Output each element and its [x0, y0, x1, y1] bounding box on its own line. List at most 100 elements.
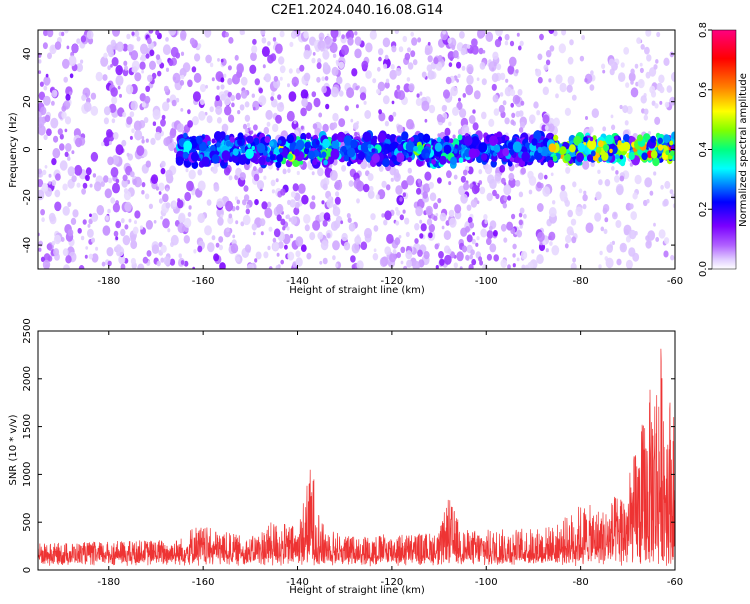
- spectrogram-noise-blob: [434, 243, 439, 250]
- spectrogram-noise-blob: [216, 117, 222, 124]
- spectrogram-noise-blob: [618, 72, 626, 82]
- spectrogram-signal-blob: [564, 153, 571, 162]
- spectrogram-noise-blob: [51, 158, 57, 166]
- spectrogram-noise-blob: [538, 77, 542, 82]
- spectrogram-noise-blob: [145, 138, 149, 143]
- spectrogram-noise-blob: [439, 212, 447, 222]
- spectrogram-signal-blob: [417, 144, 424, 152]
- spectrogram-signal-blob: [450, 156, 458, 165]
- spectrogram-noise-blob: [572, 181, 577, 188]
- spectrogram-noise-blob: [372, 253, 379, 261]
- spectrogram-noise-blob: [389, 69, 398, 80]
- spectrogram-signal-blob: [331, 139, 340, 150]
- spectrogram-noise-blob: [299, 64, 305, 72]
- spectrogram-noise-blob: [503, 195, 508, 202]
- spectrogram-noise-blob: [360, 241, 368, 250]
- spectrogram-noise-blob: [136, 145, 145, 157]
- spectrogram-noise-blob: [396, 124, 404, 134]
- spectrogram-signal-blob: [478, 142, 488, 153]
- spectrogram-noise-blob: [385, 184, 391, 191]
- spectrogram-noise-blob: [555, 74, 563, 84]
- spectrogram-noise-blob: [110, 197, 116, 204]
- spectrogram-noise-blob: [459, 108, 467, 118]
- spectrogram-noise-blob: [38, 168, 43, 175]
- spectrogram-noise-blob: [359, 92, 367, 101]
- spectrogram-noise-blob: [419, 219, 423, 224]
- spectrogram-signal-blob: [671, 131, 675, 140]
- spectrogram-signal-blob: [321, 151, 327, 158]
- spectrogram-noise-blob: [416, 187, 422, 195]
- spectrogram-noise-blob: [472, 109, 476, 114]
- x-tick-label: -100: [475, 577, 498, 588]
- spectrogram-noise-blob: [204, 30, 212, 38]
- spectrogram-noise-blob: [639, 67, 644, 74]
- spectrogram-noise-blob: [180, 108, 184, 112]
- spectrogram-noise-blob: [262, 64, 266, 69]
- spectrogram-signal-blob: [623, 134, 630, 143]
- spectrogram-noise-blob: [260, 231, 264, 236]
- spectrogram-noise-blob: [435, 61, 443, 71]
- spectrogram-noise-blob: [244, 114, 251, 122]
- spectrogram-noise-blob: [473, 90, 481, 100]
- spectrogram-noise-blob: [516, 229, 523, 238]
- spectrogram-noise-blob: [141, 190, 145, 195]
- spectrogram-noise-blob: [111, 96, 118, 105]
- spectrogram-noise-blob: [645, 235, 650, 241]
- spectrogram-noise-blob: [394, 237, 401, 246]
- spectrogram-noise-blob: [124, 65, 128, 71]
- spectrogram-signal-blob: [183, 140, 193, 152]
- spectrogram-signal-blob: [524, 142, 531, 149]
- spectrogram-noise-blob: [213, 184, 220, 192]
- spectrogram-signal-blob: [443, 144, 452, 155]
- spectrogram-noise-blob: [182, 62, 191, 73]
- spectrogram-noise-blob: [273, 75, 279, 82]
- spectrogram-noise-blob: [51, 89, 58, 98]
- spectrogram-noise-blob: [303, 72, 311, 82]
- x-tick-label: -120: [381, 577, 404, 588]
- spectrogram-noise-blob: [481, 111, 487, 120]
- spectrogram-signal-blob: [590, 150, 596, 157]
- spectrogram-noise-blob: [227, 78, 233, 85]
- spectrogram-noise-blob: [636, 37, 642, 44]
- spectrogram-noise-blob: [115, 236, 119, 241]
- spectrogram-noise-blob: [279, 76, 283, 81]
- spectrogram-noise-blob: [198, 110, 206, 121]
- spectrogram-noise-blob: [484, 219, 488, 224]
- spectrogram-signal-blob: [657, 144, 664, 151]
- spectrogram-noise-blob: [124, 201, 132, 212]
- x-tick-label: -140: [286, 276, 309, 287]
- x-tick-label: -180: [97, 577, 120, 588]
- spectrogram-noise-blob: [316, 76, 321, 83]
- spectrogram-noise-blob: [220, 77, 225, 83]
- spectrogram-signal-blob: [576, 152, 584, 163]
- spectrogram-noise-blob: [122, 235, 131, 246]
- spectrogram-noise-blob: [370, 213, 376, 221]
- spectrogram-noise-blob: [109, 103, 117, 113]
- spectrogram-noise-blob: [187, 79, 193, 88]
- spectrogram-noise-blob: [512, 243, 517, 250]
- spectrogram-noise-blob: [400, 246, 406, 253]
- spectrogram-noise-blob: [503, 184, 512, 196]
- spectrogram-signal-blob: [201, 156, 210, 167]
- spectrogram-noise-blob: [209, 106, 214, 113]
- spectrogram-noise-blob: [193, 72, 202, 83]
- spectrogram-noise-blob: [220, 93, 226, 101]
- spectrogram-noise-blob: [295, 250, 301, 258]
- spectrogram-noise-blob: [456, 251, 464, 262]
- spectrogram-signal-blob: [246, 135, 254, 144]
- spectrogram-signal-blob: [641, 152, 648, 161]
- spectrogram-noise-blob: [127, 43, 134, 53]
- spectrogram-noise-blob: [330, 86, 339, 98]
- spectrogram-signal-blob: [213, 131, 223, 141]
- spectrogram-noise-blob: [504, 117, 510, 125]
- spectrogram-noise-blob: [326, 232, 331, 239]
- spectrogram-noise-blob: [560, 195, 565, 202]
- spectrogram-noise-blob: [59, 143, 65, 151]
- spectrogram-noise-blob: [272, 242, 279, 251]
- spectrogram-noise-blob: [585, 116, 588, 120]
- spectrogram-noise-blob: [139, 93, 146, 102]
- spectrogram-noise-blob: [417, 178, 422, 184]
- spectrogram-noise-blob: [152, 109, 161, 120]
- spectrogram-noise-blob: [330, 30, 339, 39]
- spectrogram-noise-blob: [294, 207, 299, 213]
